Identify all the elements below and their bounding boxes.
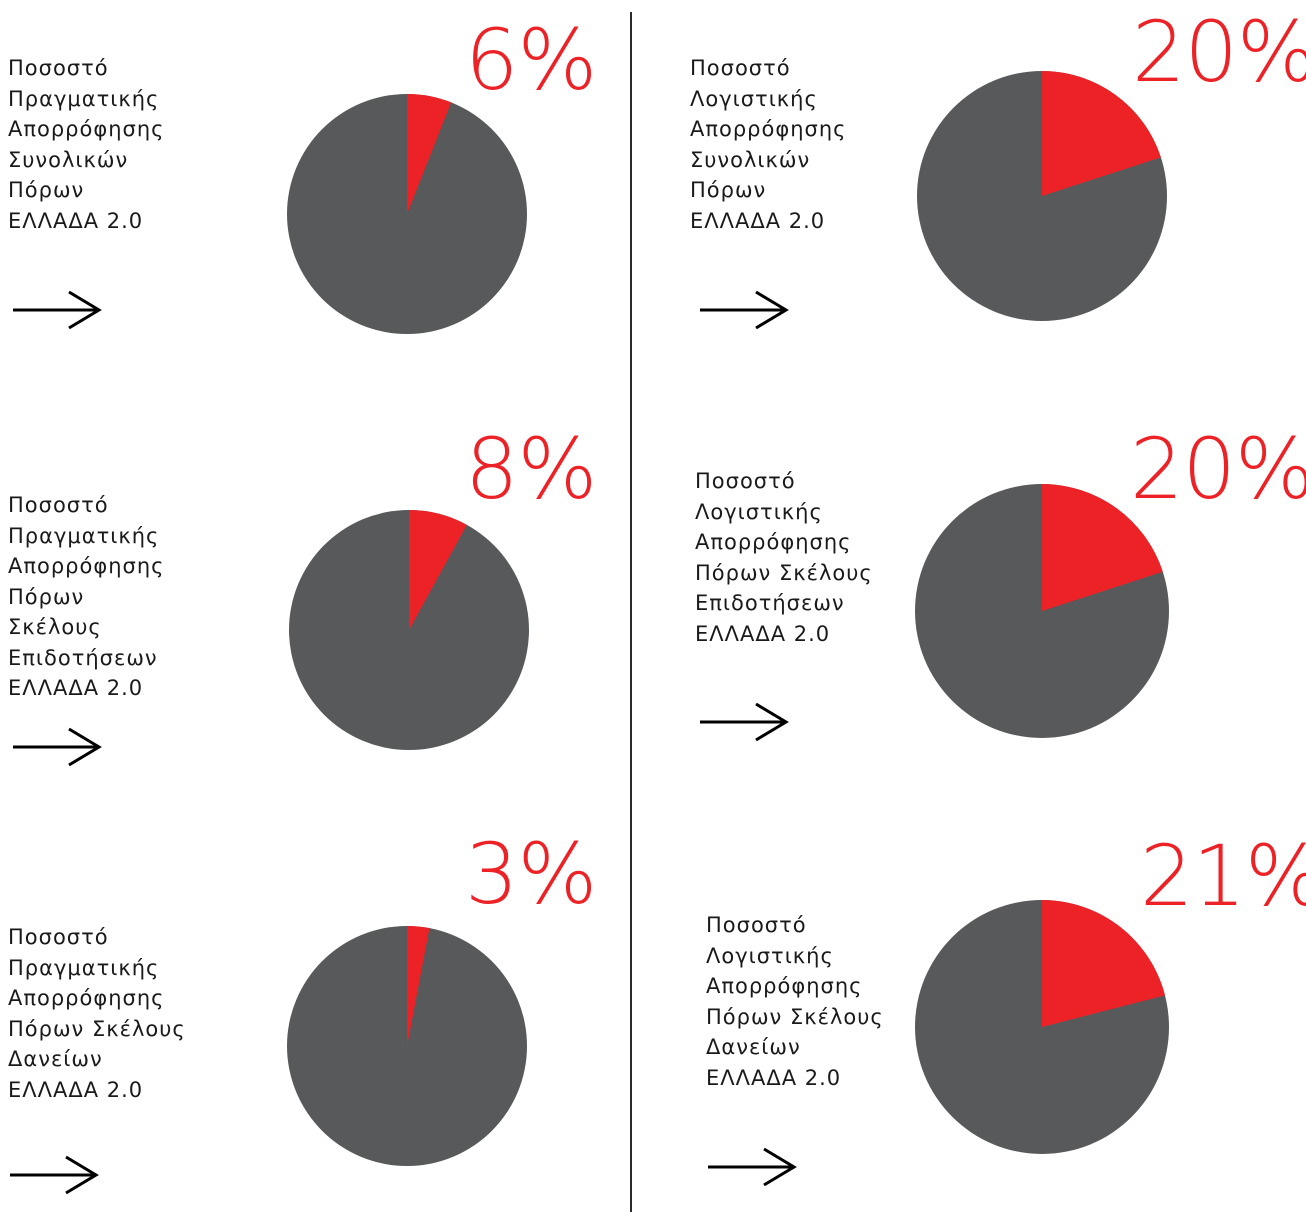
chart-label: Ποσοστό Πραγματικής Απορρόφησης Πόρων Σκ… xyxy=(8,493,165,700)
percent-label: 20% xyxy=(1132,3,1306,101)
pie-slice-value xyxy=(409,510,467,630)
chart-label: Ποσοστό Λογιστικής Απορρόφησης Συνολικών… xyxy=(690,56,847,233)
right-arrow-icon xyxy=(13,727,102,767)
right-arrow-icon xyxy=(700,702,789,742)
percent-label: 6% xyxy=(465,11,597,109)
right-arrow-icon xyxy=(13,290,102,330)
right-arrow-icon xyxy=(10,1155,99,1195)
pie-slice-value xyxy=(1042,900,1166,1027)
right-arrow-icon xyxy=(708,1147,797,1187)
chart-label: Ποσοστό Λογιστικής Απορρόφησης Πόρων Σκέ… xyxy=(706,913,884,1090)
percent-label: 21% xyxy=(1140,827,1306,925)
pie-chart xyxy=(915,484,1169,738)
pie-chart xyxy=(287,94,527,334)
chart-label: Ποσοστό Πραγματικής Απορρόφησης Πόρων Σκ… xyxy=(8,925,186,1102)
chart-label: Ποσοστό Πραγματικής Απορρόφησης Συνολικώ… xyxy=(8,56,165,233)
pie-slice-value xyxy=(1042,71,1161,196)
percent-label: 20% xyxy=(1130,420,1306,518)
percent-label: 3% xyxy=(465,825,597,923)
pie-slice-value xyxy=(1042,484,1163,611)
chart-label: Ποσοστό Λογιστικής Απορρόφησης Πόρων Σκέ… xyxy=(695,469,873,646)
right-arrow-icon xyxy=(700,290,789,330)
column-divider xyxy=(630,12,632,1212)
pie-chart xyxy=(287,926,527,1166)
pie-slice-value xyxy=(407,94,452,214)
pie-chart xyxy=(289,510,529,750)
pie-chart xyxy=(917,71,1167,321)
percent-label: 8% xyxy=(465,420,597,518)
pie-slice-value xyxy=(407,926,430,1046)
pie-chart xyxy=(915,900,1169,1154)
